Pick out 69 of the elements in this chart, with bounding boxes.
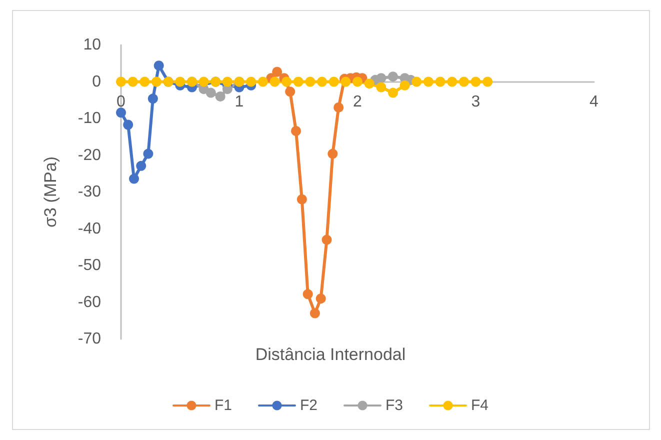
point: [322, 234, 332, 245]
point: [151, 76, 162, 87]
x-tick-label: 1: [234, 93, 244, 110]
legend-label: F1: [214, 397, 232, 414]
point: [143, 148, 154, 159]
point: [140, 76, 150, 87]
point: [258, 76, 268, 87]
point: [282, 76, 292, 87]
point: [285, 86, 296, 97]
x-tick-label: 3: [471, 93, 480, 110]
y-tick-label: -10: [78, 110, 102, 127]
point: [328, 76, 339, 87]
point: [116, 108, 126, 118]
y-tick-label: 0: [92, 73, 102, 90]
point: [435, 76, 446, 87]
point: [270, 76, 280, 87]
point: [272, 66, 282, 77]
point: [458, 76, 469, 87]
point: [305, 76, 316, 87]
point: [340, 76, 351, 87]
point: [447, 76, 458, 87]
point: [291, 126, 302, 136]
point: [148, 94, 158, 104]
point: [123, 120, 134, 130]
point: [470, 76, 481, 87]
y-tick-label: -40: [78, 220, 102, 238]
point: [215, 91, 226, 102]
point: [400, 80, 410, 90]
y-tick-label: -70: [78, 330, 102, 348]
point: [317, 76, 328, 87]
y-tick-label: -30: [78, 184, 102, 200]
point: [412, 76, 422, 87]
point: [175, 76, 186, 87]
y-axis-title: σ3 (MPa): [41, 156, 60, 228]
point: [482, 76, 493, 87]
y-tick-label: 10: [83, 36, 102, 54]
point: [376, 73, 386, 84]
point: [328, 148, 338, 159]
point: [302, 289, 313, 300]
x-tick-label: 0: [116, 93, 126, 110]
point: [116, 76, 126, 87]
point: [128, 76, 138, 87]
point: [388, 72, 398, 82]
y-tick-label: -50: [78, 257, 102, 274]
y-tick-label: -60: [78, 294, 102, 311]
point: [364, 78, 374, 89]
legend-label: F4: [471, 397, 489, 414]
y-tick-label: -20: [78, 146, 102, 164]
point: [423, 76, 434, 87]
point: [136, 160, 146, 171]
legend-label: F2: [300, 397, 318, 414]
point: [388, 88, 398, 98]
point: [246, 76, 256, 87]
x-tick-label: 4: [590, 93, 599, 110]
x-axis-title: Distância Internodal: [255, 345, 406, 364]
point: [198, 76, 209, 87]
point: [206, 88, 216, 98]
point: [316, 294, 326, 304]
point: [154, 60, 164, 71]
point: [334, 102, 344, 112]
x-tick-label: 2: [353, 93, 362, 110]
legend-label: F3: [386, 397, 404, 414]
point: [310, 308, 320, 318]
point: [296, 194, 307, 204]
point: [222, 76, 232, 87]
point: [293, 76, 304, 87]
point: [129, 174, 140, 184]
point: [352, 76, 362, 87]
point: [376, 82, 386, 92]
